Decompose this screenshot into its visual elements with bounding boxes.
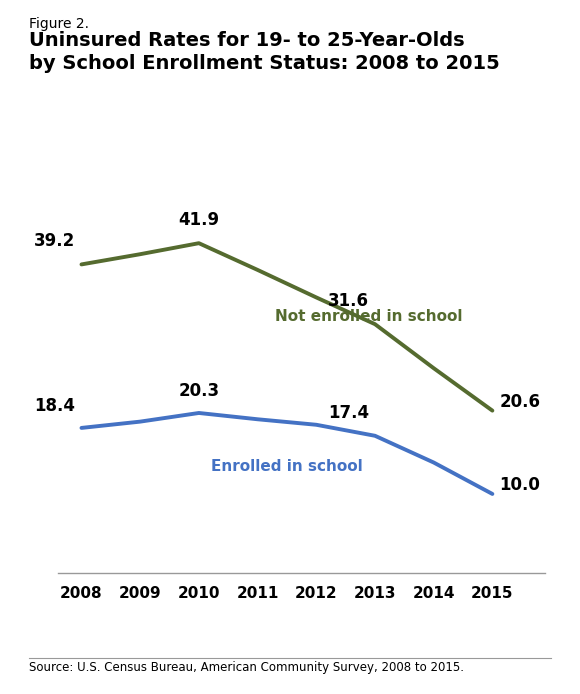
Text: Figure 2.: Figure 2. xyxy=(29,17,89,31)
Text: Not enrolled in school: Not enrolled in school xyxy=(275,310,463,324)
Text: 31.6: 31.6 xyxy=(328,292,369,310)
Text: 39.2: 39.2 xyxy=(34,232,75,251)
Text: 20.3: 20.3 xyxy=(178,382,219,400)
Text: 10.0: 10.0 xyxy=(499,476,541,494)
Text: Uninsured Rates for 19- to 25-Year-Olds
by School Enrollment Status: 2008 to 201: Uninsured Rates for 19- to 25-Year-Olds … xyxy=(29,31,500,73)
Text: Source: U.S. Census Bureau, American Community Survey, 2008 to 2015.: Source: U.S. Census Bureau, American Com… xyxy=(29,661,464,674)
Text: Enrolled in school: Enrolled in school xyxy=(211,459,362,473)
Text: 20.6: 20.6 xyxy=(499,393,541,411)
Text: 17.4: 17.4 xyxy=(328,405,369,423)
Text: 18.4: 18.4 xyxy=(35,396,75,414)
Text: 41.9: 41.9 xyxy=(178,211,219,229)
